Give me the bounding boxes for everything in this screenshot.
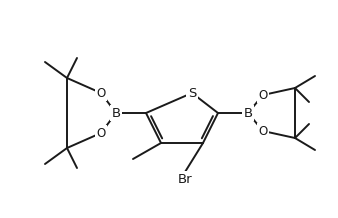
- Text: Br: Br: [178, 172, 192, 186]
- Text: B: B: [243, 107, 252, 119]
- Text: S: S: [188, 87, 196, 99]
- Text: O: O: [258, 124, 268, 138]
- Text: B: B: [112, 107, 121, 119]
- Text: O: O: [96, 87, 105, 99]
- Text: O: O: [258, 89, 268, 102]
- Text: O: O: [96, 126, 105, 140]
